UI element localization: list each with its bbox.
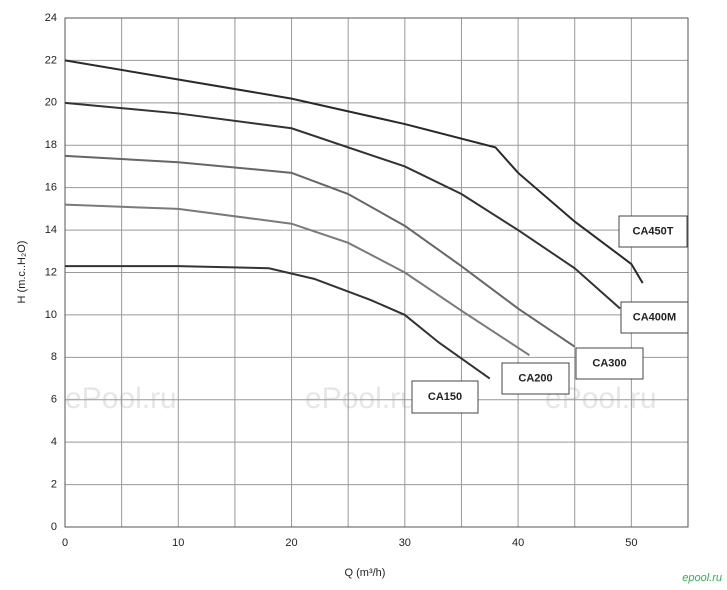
x-tick-label: 30: [399, 537, 411, 549]
y-tick-label: 22: [45, 54, 57, 66]
curve: [64, 101, 621, 310]
x-axis-label: Q (m³/h): [345, 567, 386, 579]
y-tick-label: 4: [51, 436, 57, 448]
plot-border: [64, 17, 689, 528]
curve-label: CA300: [592, 357, 626, 369]
curve-label: CA150: [428, 391, 462, 403]
curve: [64, 154, 576, 348]
curve-label: CA200: [518, 372, 552, 384]
curve-label-box: [411, 380, 479, 414]
x-tick-label: 10: [172, 537, 184, 549]
curve-label-box: [575, 347, 644, 380]
curve-label-box: [620, 301, 689, 334]
curve-label-box: [618, 215, 688, 248]
watermark: ePool.ru: [305, 382, 417, 415]
y-tick-label: 8: [51, 351, 57, 363]
y-tick-label: 10: [45, 309, 57, 321]
y-tick-label: 2: [51, 478, 57, 490]
curve-label: CA450T: [633, 225, 674, 237]
y-tick-label: 12: [45, 266, 57, 278]
watermark: ePool.ru: [65, 382, 177, 415]
x-tick-label: 50: [625, 537, 637, 549]
y-tick-label: 14: [45, 224, 57, 236]
curve: [65, 265, 491, 380]
curve-label-box: [501, 362, 570, 395]
curve-label: CA400M: [633, 311, 676, 323]
x-tick-label: 40: [512, 537, 524, 549]
curve: [64, 59, 644, 284]
x-tick-label: 20: [285, 537, 297, 549]
y-tick-label: 16: [45, 182, 57, 194]
y-axis-label: H (m.c..H₂O): [16, 241, 28, 304]
y-tick-label: 18: [45, 139, 57, 151]
y-tick-label: 20: [45, 97, 57, 109]
logo: epool.ru: [682, 572, 722, 584]
y-tick-label: 6: [51, 394, 57, 406]
y-tick-label: 0: [51, 521, 57, 533]
y-tick-label: 24: [45, 12, 57, 24]
x-tick-label: 0: [62, 537, 68, 549]
curve: [64, 203, 530, 357]
